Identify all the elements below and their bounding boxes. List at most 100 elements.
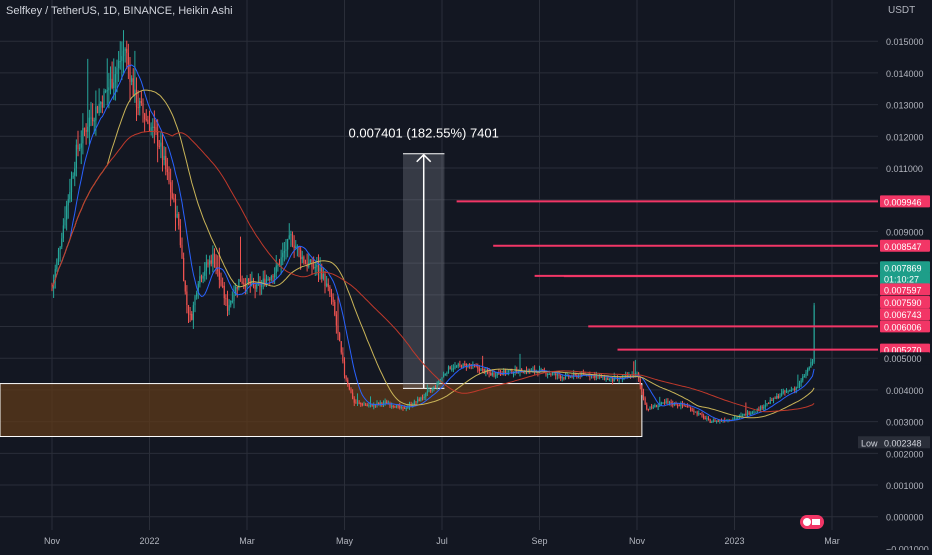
candle-body	[197, 283, 199, 294]
tradingview-logo-icon[interactable]	[800, 515, 824, 529]
time-axis[interactable]: Nov 2022 Mar May Jul Sep Nov 2023 Mar	[0, 530, 878, 550]
candle-body	[769, 399, 771, 404]
candle-body	[392, 405, 394, 407]
candle-body	[51, 288, 53, 290]
candle-body	[441, 377, 443, 380]
candle-body	[784, 391, 786, 393]
time-tick-label: Nov	[44, 536, 61, 546]
candle-body	[192, 305, 194, 320]
candle-body	[397, 405, 399, 407]
candle-body	[444, 373, 446, 375]
candle-body	[249, 281, 251, 285]
candle-body	[425, 392, 427, 397]
candle-body	[772, 397, 775, 401]
candle-body	[639, 378, 641, 386]
candle-body	[743, 413, 745, 415]
candle-body	[750, 413, 752, 415]
candle-body	[761, 406, 763, 409]
candle-body	[70, 177, 73, 192]
candle-body	[603, 375, 606, 380]
price-label-box	[880, 261, 930, 274]
candle-body	[803, 376, 805, 378]
candle-body	[160, 142, 162, 147]
candle-body	[152, 126, 154, 128]
candles	[51, 30, 815, 424]
candle-body	[800, 380, 802, 383]
price-label-box	[880, 320, 930, 333]
candle-body	[605, 378, 607, 380]
candle-body	[368, 405, 370, 407]
candle-body	[67, 199, 69, 206]
candle-body	[629, 375, 632, 378]
candle-body	[74, 168, 76, 176]
candle-body	[174, 199, 177, 218]
candle-body	[805, 372, 807, 377]
candle-body	[641, 385, 643, 392]
candle-body	[759, 406, 762, 411]
candle-body	[200, 276, 203, 279]
candle-body	[329, 286, 331, 295]
candle-body	[373, 404, 375, 407]
price-tick-label: 0.009000	[886, 227, 924, 237]
candle-body	[553, 373, 555, 375]
candle-body	[108, 87, 110, 91]
candle-body	[109, 78, 112, 88]
candle-body	[155, 127, 157, 132]
candle-body	[205, 262, 207, 272]
symbol-title: Selfkey / TetherUS, 1D, BINANCE, Heikin …	[6, 5, 233, 17]
candle-body	[746, 412, 749, 416]
price-label-text: 0.007597	[884, 285, 922, 295]
candle-body	[57, 249, 60, 260]
candle-body	[405, 408, 407, 410]
candle-body	[477, 366, 479, 369]
candle-body	[646, 404, 648, 409]
candle-body	[296, 246, 298, 248]
candle-body	[503, 370, 505, 375]
candle-body	[212, 253, 214, 264]
candle-body	[693, 410, 695, 413]
candle-body	[166, 169, 168, 173]
price-axis[interactable]: 0.015000 0.014000 0.013000 0.012000 0.011000…	[858, 0, 932, 554]
candle-body	[93, 120, 95, 122]
candle-body	[290, 234, 292, 236]
grid	[0, 0, 878, 549]
candle-body	[771, 399, 773, 401]
candle-body	[613, 378, 615, 382]
candle-body	[116, 68, 118, 75]
candle-body	[217, 269, 219, 272]
currency-label: USDT	[888, 5, 915, 16]
candle-body	[787, 390, 789, 392]
candle-body	[504, 370, 506, 374]
candle-body	[508, 370, 510, 372]
support-zone	[0, 383, 643, 438]
candle-body	[378, 402, 380, 405]
candle-body	[148, 123, 151, 132]
candle-body	[688, 406, 690, 408]
candle-body	[657, 405, 659, 408]
candle-body	[321, 267, 323, 279]
candle-body	[179, 225, 181, 246]
candle-body	[649, 406, 651, 410]
candle-body	[254, 284, 256, 289]
candle-body	[238, 279, 240, 289]
candle-body	[745, 413, 747, 416]
candle-body	[213, 253, 216, 267]
candle-body	[218, 271, 220, 280]
candle-body	[137, 107, 139, 109]
candle-body	[90, 117, 92, 119]
candle-body	[652, 407, 654, 409]
candle-body	[413, 401, 415, 405]
candle-body	[701, 413, 703, 416]
candle-body	[119, 61, 121, 63]
candle-body	[626, 375, 628, 377]
candle-body	[421, 397, 424, 399]
candle-body	[181, 245, 183, 258]
price-label-text: 0.006006	[884, 322, 922, 332]
candle-body	[790, 389, 792, 391]
candle-body	[755, 411, 757, 413]
candle-body	[332, 297, 334, 302]
candle-body	[272, 275, 274, 278]
candle-body	[371, 404, 373, 407]
candle-body	[386, 401, 388, 404]
